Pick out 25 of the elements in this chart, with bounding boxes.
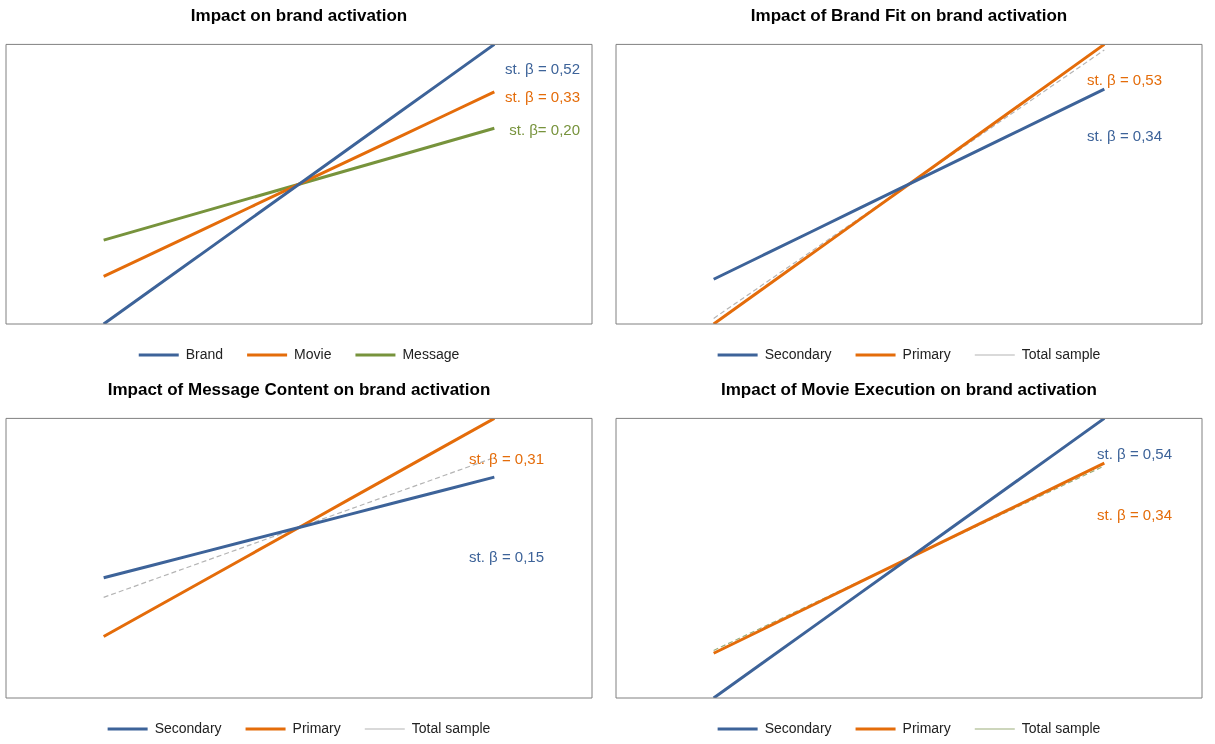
- legend-label: Secondary: [154, 719, 222, 736]
- annotation: st. β = 0,34: [1097, 506, 1172, 524]
- annotation: st. β = 0,53: [1087, 70, 1162, 88]
- legend-label: Message: [402, 345, 460, 362]
- legend-label: Secondary: [764, 345, 832, 362]
- legend-label: Secondary: [764, 719, 832, 736]
- legend-label: Brand: [185, 345, 224, 362]
- legend-label: Total sample: [411, 719, 491, 736]
- chart-title: Impact of Brand Fit on brand activation: [750, 5, 1068, 25]
- annotation: st. β = 0,52: [505, 59, 580, 77]
- legend-label: Movie: [294, 345, 332, 362]
- annotation: st. β = 0,15: [469, 548, 544, 566]
- annotation: st. β = 0,34: [1087, 126, 1162, 144]
- annotation: st. β = 0,54: [1097, 444, 1172, 462]
- annotation: st. β = 0,33: [505, 87, 580, 105]
- chart-title: Impact on brand activation: [190, 5, 408, 25]
- legend-label: Primary: [902, 719, 951, 736]
- legend-label: Primary: [902, 345, 951, 362]
- legend-label: Total sample: [1021, 719, 1101, 736]
- chart-title: Impact of Movie Execution on brand activation: [721, 379, 1097, 399]
- annotation: st. β= 0,20: [509, 121, 580, 139]
- legend-label: Total sample: [1021, 345, 1101, 362]
- chart-title: Impact of Message Content on brand activation: [107, 379, 491, 399]
- annotation: st. β = 0,31: [469, 450, 544, 468]
- legend-label: Primary: [292, 719, 341, 736]
